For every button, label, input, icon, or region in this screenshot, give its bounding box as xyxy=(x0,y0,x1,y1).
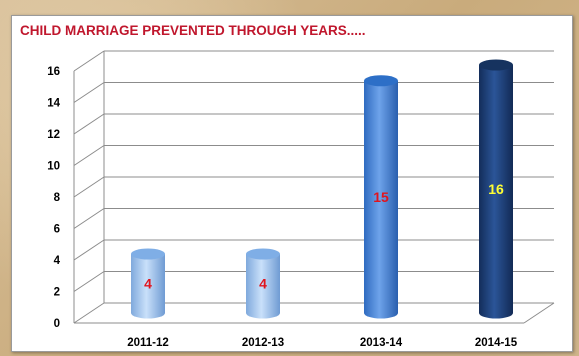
data-label: 4 xyxy=(144,276,152,292)
bar-body xyxy=(131,254,165,319)
gridline-depth xyxy=(73,82,105,103)
x-tick-label: 2011-12 xyxy=(127,337,169,349)
gridline-depth xyxy=(73,208,105,229)
bar xyxy=(364,75,398,319)
gridline-depth xyxy=(73,302,105,324)
y-tick-label: 16 xyxy=(47,66,60,78)
chart-title: CHILD MARRIAGE PREVENTED THROUGH YEARS..… xyxy=(20,23,366,38)
y-tick-label: 0 xyxy=(54,318,60,330)
bar xyxy=(246,248,280,319)
bar-top xyxy=(364,75,398,87)
data-label: 4 xyxy=(259,276,267,292)
floor-edge xyxy=(523,302,555,324)
bar xyxy=(131,248,165,319)
bar-body xyxy=(246,254,280,319)
gridline-depth xyxy=(73,239,105,261)
y-tick-label: 8 xyxy=(54,192,61,204)
y-tick-label: 6 xyxy=(54,224,60,236)
gridline-depth xyxy=(73,113,105,135)
data-label: 15 xyxy=(373,189,389,205)
bar-top xyxy=(131,248,165,260)
bar-body xyxy=(479,65,513,319)
x-tick-label: 2012-13 xyxy=(242,337,284,349)
y-tick-label: 14 xyxy=(47,98,60,110)
bar-top xyxy=(246,248,280,260)
gridline-depth xyxy=(73,271,105,292)
bar-body xyxy=(364,80,398,319)
x-tick-label: 2014-15 xyxy=(475,337,518,349)
data-label: 16 xyxy=(488,181,504,197)
bar xyxy=(479,59,513,319)
gridline-depth xyxy=(73,50,105,72)
x-tick-label: 2013-14 xyxy=(360,337,403,349)
y-tick-label: 10 xyxy=(47,161,60,173)
y-tick-label: 12 xyxy=(47,129,60,141)
gridline-depth xyxy=(73,176,105,198)
gridline-depth xyxy=(73,145,105,166)
bar-top xyxy=(479,59,513,71)
chart-frame: CHILD MARRIAGE PREVENTED THROUGH YEARS..… xyxy=(11,15,573,352)
y-tick-label: 4 xyxy=(54,255,61,267)
y-tick-label: 2 xyxy=(54,287,60,299)
chart: CHILD MARRIAGE PREVENTED THROUGH YEARS..… xyxy=(20,23,555,349)
